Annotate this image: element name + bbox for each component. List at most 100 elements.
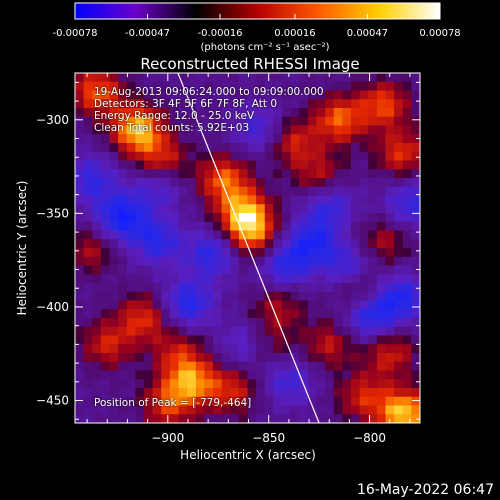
heatmap-cell [307,335,317,345]
heatmap-cell [204,388,214,398]
heatmap-cell [221,396,231,406]
heatmap-cell [290,283,300,293]
heatmap-cell [135,90,145,100]
heatmap-cell [118,414,128,424]
heatmap-cell [333,143,343,153]
heatmap-cell [178,370,188,380]
heatmap-cell [385,204,395,214]
heatmap-cell [351,291,361,301]
heatmap-cell [75,326,85,336]
heatmap-cell [152,256,162,266]
heatmap-cell [307,291,317,301]
heatmap-cell [290,291,300,301]
heatmap-cell [187,99,197,109]
heatmap-cell [325,326,335,336]
heatmap-cell [402,274,412,284]
heatmap-cell [238,283,248,293]
heatmap-cell [178,326,188,336]
heatmap-cell [230,221,240,231]
heatmap-cell [75,151,85,161]
heatmap-cell [368,300,378,310]
heatmap-cell [368,221,378,231]
heatmap-cell [75,213,85,223]
heatmap-cell [256,344,266,354]
solar-limb-line [177,72,320,424]
heatmap-cell [213,335,223,345]
heatmap-cell [230,81,240,91]
heatmap-cell [195,195,205,205]
heatmap-cell [282,353,292,363]
heatmap-cell [126,361,136,371]
heatmap-cell [92,160,102,170]
heatmap-cell [264,291,274,301]
heatmap-cell [195,353,205,363]
heatmap-cell [161,265,171,275]
heatmap-cell [109,221,119,231]
heatmap-cell [83,204,93,214]
heatmap-cell [282,73,292,83]
heatmap-cell [256,169,266,179]
heatmap-cell [126,396,136,406]
heatmap-cell [126,414,136,424]
heatmap-cell [247,361,257,371]
heatmap-cell [307,125,317,135]
heatmap-cell [273,379,283,389]
heatmap-cell [230,248,240,258]
heatmap-cell [100,99,110,109]
heatmap-cell [144,134,154,144]
heatmap-cell [282,405,292,415]
heatmap-cell [316,125,326,135]
heatmap-cell [376,388,386,398]
heatmap-cell [204,151,214,161]
heatmap-cell [161,318,171,328]
heatmap-cell [376,370,386,380]
heatmap-cell [290,178,300,188]
heatmap-cell [368,90,378,100]
heatmap-cell [135,265,145,275]
heatmap-cell [161,169,171,179]
heatmap-cell [109,274,119,284]
heatmap-cell [299,116,309,126]
heatmap-cell [195,318,205,328]
heatmap-cell [325,108,335,118]
heatmap-cell [100,73,110,83]
heatmap-cell [290,370,300,380]
heatmap-cell [221,151,231,161]
heatmap-cell [152,221,162,231]
heatmap-cell [75,309,85,319]
heatmap-cell [325,143,335,153]
heatmap-cell [213,309,223,319]
heatmap-cell [152,318,162,328]
x-axis-label: Heliocentric X (arcsec) [180,448,316,462]
heatmap-cell [359,405,369,415]
heatmap-cell [376,99,386,109]
heatmap-cell [221,134,231,144]
heatmap-cell [135,134,145,144]
heatmap-cell [290,414,300,424]
heatmap-cell [256,99,266,109]
heatmap-cell [109,81,119,91]
heatmap-cell [402,213,412,223]
chart-title: Reconstructed RHESSI Image [140,55,359,73]
heatmap-cell [342,344,352,354]
heatmap-cell [109,116,119,126]
heatmap-cell [273,256,283,266]
heatmap-cell [402,256,412,266]
heatmap-cell [282,169,292,179]
heatmap-cell [238,344,248,354]
heatmap-cell [264,396,274,406]
heatmap-cell [402,108,412,118]
heatmap-cell [187,405,197,415]
heatmap-cell [230,283,240,293]
heatmap-cell [325,239,335,249]
heatmap-cell [92,125,102,135]
heatmap-cell [83,239,93,249]
heatmap-cell [316,283,326,293]
heatmap-cell [83,178,93,188]
heatmap-cell [195,344,205,354]
heatmap-cell [351,361,361,371]
heatmap-cell [307,248,317,258]
heatmap-cell [204,335,214,345]
heatmap-cell [282,335,292,345]
heatmap-cell [213,256,223,266]
